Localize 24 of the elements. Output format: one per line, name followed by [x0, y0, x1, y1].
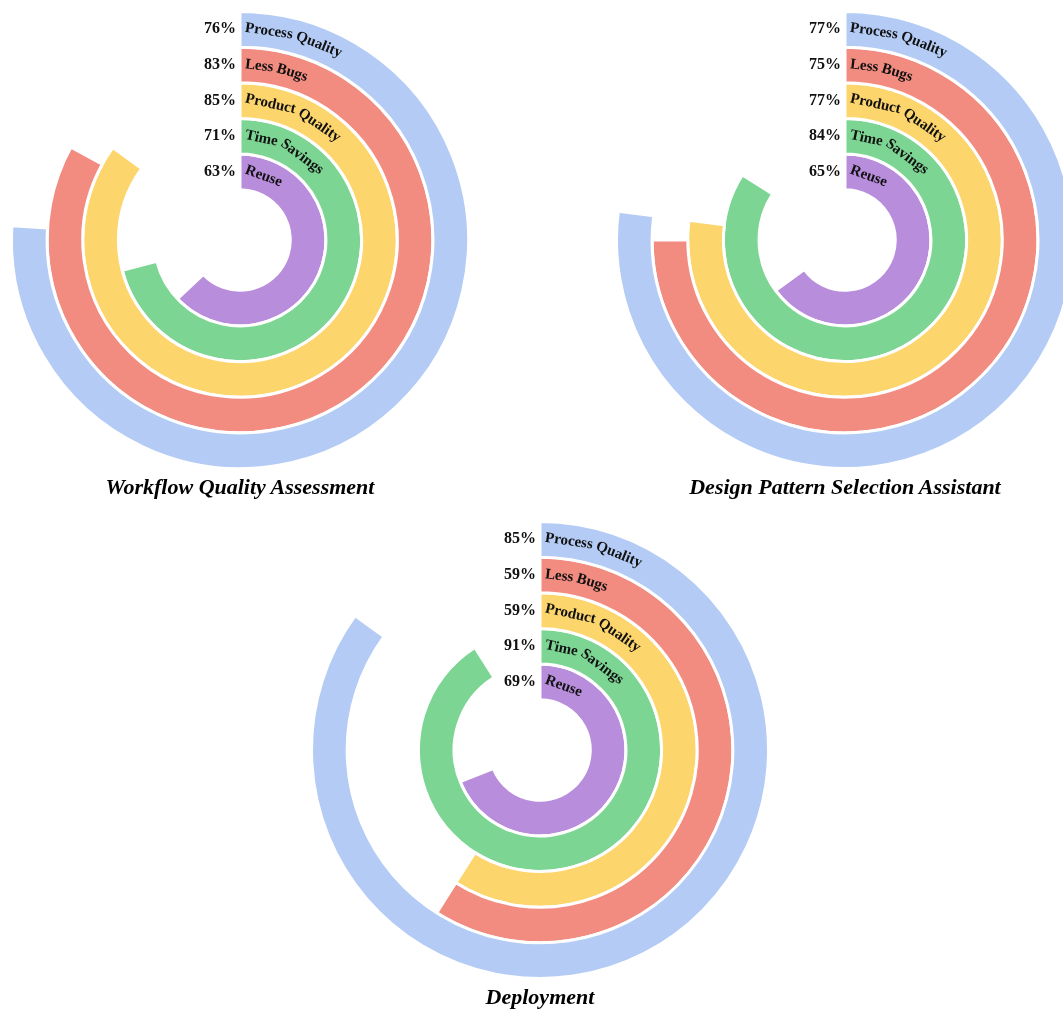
- data-label: 59%: [504, 600, 536, 618]
- category-label: Less Bugs: [244, 55, 311, 85]
- data-label: 85%: [504, 529, 536, 547]
- data-label: 63%: [204, 162, 236, 180]
- category-label: Reuse: [543, 670, 586, 700]
- category-label: Reuse: [848, 160, 891, 190]
- data-label: 83%: [204, 55, 236, 73]
- data-label: 59%: [504, 565, 536, 583]
- text: Design Pattern Selection Assistant: [688, 474, 1002, 500]
- category-label: Less Bugs: [849, 55, 916, 85]
- data-label: 84%: [809, 126, 841, 144]
- data-label: 69%: [504, 672, 536, 690]
- text: Deployment: [484, 984, 596, 1010]
- data-label: 91%: [504, 636, 536, 654]
- data-label: 85%: [204, 90, 236, 108]
- category-label: Reuse: [243, 160, 286, 190]
- data-label: 77%: [809, 19, 841, 37]
- data-label: 76%: [204, 19, 236, 37]
- data-label: 77%: [809, 90, 841, 108]
- text: Workflow Quality Assessment: [104, 474, 376, 500]
- data-label: 75%: [809, 55, 841, 73]
- data-label: 65%: [809, 162, 841, 180]
- data-label: 71%: [204, 126, 236, 144]
- category-label: Less Bugs: [544, 565, 611, 595]
